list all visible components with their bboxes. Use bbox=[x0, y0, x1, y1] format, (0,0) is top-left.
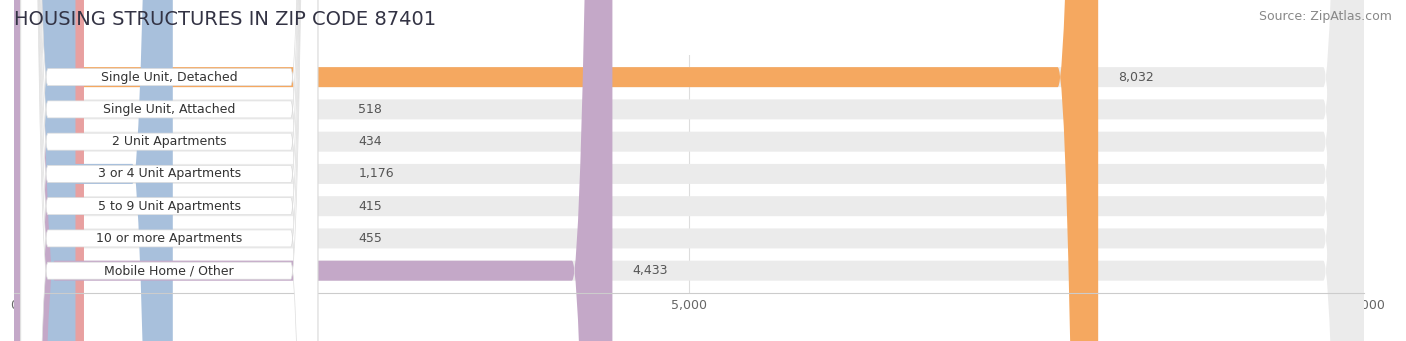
FancyBboxPatch shape bbox=[14, 0, 173, 341]
Text: 2 Unit Apartments: 2 Unit Apartments bbox=[112, 135, 226, 148]
FancyBboxPatch shape bbox=[21, 0, 318, 341]
FancyBboxPatch shape bbox=[21, 0, 318, 341]
Text: HOUSING STRUCTURES IN ZIP CODE 87401: HOUSING STRUCTURES IN ZIP CODE 87401 bbox=[14, 10, 436, 29]
Text: 5 to 9 Unit Apartments: 5 to 9 Unit Apartments bbox=[98, 200, 240, 213]
FancyBboxPatch shape bbox=[14, 0, 1364, 341]
Text: 1,176: 1,176 bbox=[359, 167, 394, 180]
FancyBboxPatch shape bbox=[21, 0, 318, 341]
FancyBboxPatch shape bbox=[14, 0, 1364, 341]
Text: 10 or more Apartments: 10 or more Apartments bbox=[96, 232, 242, 245]
Text: 518: 518 bbox=[359, 103, 382, 116]
FancyBboxPatch shape bbox=[21, 0, 318, 341]
Text: Single Unit, Detached: Single Unit, Detached bbox=[101, 71, 238, 84]
Text: 4,433: 4,433 bbox=[633, 264, 668, 277]
FancyBboxPatch shape bbox=[14, 0, 1364, 341]
FancyBboxPatch shape bbox=[14, 0, 70, 341]
Text: 415: 415 bbox=[359, 200, 382, 213]
FancyBboxPatch shape bbox=[14, 0, 1364, 341]
FancyBboxPatch shape bbox=[14, 0, 1364, 341]
FancyBboxPatch shape bbox=[21, 0, 318, 341]
Text: Source: ZipAtlas.com: Source: ZipAtlas.com bbox=[1258, 10, 1392, 23]
Text: Mobile Home / Other: Mobile Home / Other bbox=[104, 264, 233, 277]
FancyBboxPatch shape bbox=[21, 0, 318, 341]
FancyBboxPatch shape bbox=[21, 0, 318, 341]
FancyBboxPatch shape bbox=[14, 0, 84, 341]
Text: 434: 434 bbox=[359, 135, 382, 148]
Text: Single Unit, Attached: Single Unit, Attached bbox=[103, 103, 235, 116]
FancyBboxPatch shape bbox=[14, 0, 73, 341]
FancyBboxPatch shape bbox=[14, 0, 1364, 341]
FancyBboxPatch shape bbox=[14, 0, 1364, 341]
FancyBboxPatch shape bbox=[14, 0, 1098, 341]
Text: 3 or 4 Unit Apartments: 3 or 4 Unit Apartments bbox=[98, 167, 240, 180]
Text: 455: 455 bbox=[359, 232, 382, 245]
FancyBboxPatch shape bbox=[14, 0, 613, 341]
FancyBboxPatch shape bbox=[14, 0, 76, 341]
Text: 8,032: 8,032 bbox=[1118, 71, 1154, 84]
